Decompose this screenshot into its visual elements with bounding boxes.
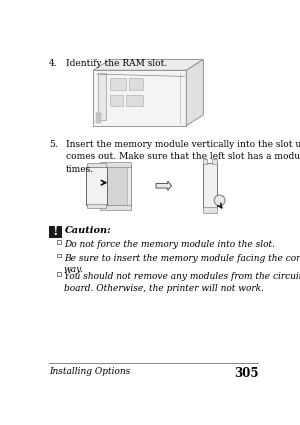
Text: 5.: 5.	[49, 139, 58, 149]
Polygon shape	[186, 60, 203, 126]
Bar	[100, 205, 130, 210]
Bar	[96, 116, 101, 119]
Bar	[57, 272, 61, 276]
Bar	[202, 164, 217, 208]
Bar	[103, 167, 128, 205]
Bar	[98, 74, 106, 119]
Text: Caution:: Caution:	[65, 226, 112, 235]
Bar	[129, 78, 143, 90]
Text: Installing Options: Installing Options	[49, 368, 130, 377]
Text: 4.: 4.	[49, 59, 58, 68]
Bar	[87, 204, 106, 208]
Text: You should not remove any modules from the circuit
board. Otherwise, the printer: You should not remove any modules from t…	[64, 272, 300, 293]
Text: Do not force the memory module into the slot.: Do not force the memory module into the …	[64, 240, 275, 249]
Text: Insert the memory module vertically into the slot until the clip
comes out. Make: Insert the memory module vertically into…	[66, 139, 300, 173]
Bar	[96, 113, 101, 115]
Bar	[85, 167, 107, 205]
Bar	[110, 78, 126, 90]
Bar	[202, 159, 207, 164]
Bar	[126, 95, 143, 106]
Bar	[212, 159, 217, 164]
Bar	[100, 162, 130, 167]
Polygon shape	[156, 181, 172, 190]
Bar	[49, 226, 62, 238]
Bar	[57, 253, 61, 258]
Bar	[93, 70, 186, 126]
Bar	[100, 164, 130, 207]
Bar	[87, 164, 106, 167]
Text: Identify the RAM slot.: Identify the RAM slot.	[66, 59, 167, 68]
Bar	[57, 240, 61, 244]
Bar	[110, 95, 123, 106]
Circle shape	[214, 195, 225, 206]
Bar	[202, 207, 217, 212]
Text: Be sure to insert the memory module facing the correct
way.: Be sure to insert the memory module faci…	[64, 253, 300, 274]
Text: 305: 305	[234, 368, 258, 380]
Text: !: !	[52, 225, 58, 238]
Bar	[96, 120, 101, 122]
Polygon shape	[93, 60, 203, 70]
